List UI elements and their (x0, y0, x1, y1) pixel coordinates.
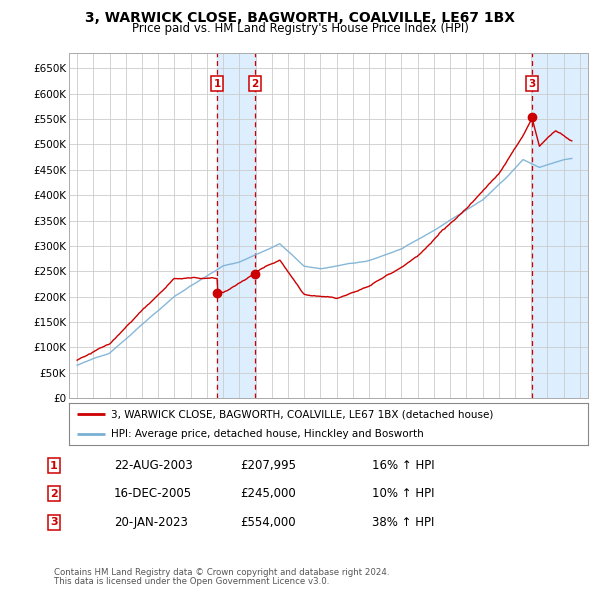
Text: 3: 3 (50, 517, 58, 527)
Text: £245,000: £245,000 (240, 487, 296, 500)
Text: Contains HM Land Registry data © Crown copyright and database right 2024.: Contains HM Land Registry data © Crown c… (54, 568, 389, 577)
Bar (532, 53, 600, 398)
Text: 16-DEC-2005: 16-DEC-2005 (114, 487, 192, 500)
Text: 2: 2 (251, 78, 259, 88)
Text: 22-AUG-2003: 22-AUG-2003 (114, 459, 193, 472)
Text: 3: 3 (529, 78, 536, 88)
Text: 10% ↑ HPI: 10% ↑ HPI (372, 487, 434, 500)
Text: This data is licensed under the Open Government Licence v3.0.: This data is licensed under the Open Gov… (54, 578, 329, 586)
Text: HPI: Average price, detached house, Hinckley and Bosworth: HPI: Average price, detached house, Hinc… (110, 429, 423, 439)
Text: 38% ↑ HPI: 38% ↑ HPI (372, 516, 434, 529)
Text: Price paid vs. HM Land Registry's House Price Index (HPI): Price paid vs. HM Land Registry's House … (131, 22, 469, 35)
Text: 3, WARWICK CLOSE, BAGWORTH, COALVILLE, LE67 1BX: 3, WARWICK CLOSE, BAGWORTH, COALVILLE, L… (85, 11, 515, 25)
Text: 3, WARWICK CLOSE, BAGWORTH, COALVILLE, LE67 1BX (detached house): 3, WARWICK CLOSE, BAGWORTH, COALVILLE, L… (110, 409, 493, 419)
Text: £207,995: £207,995 (240, 459, 296, 472)
Text: 1: 1 (50, 461, 58, 470)
Text: £554,000: £554,000 (240, 516, 296, 529)
Text: 1: 1 (214, 78, 221, 88)
Text: 16% ↑ HPI: 16% ↑ HPI (372, 459, 434, 472)
Text: 2: 2 (50, 489, 58, 499)
Text: 20-JAN-2023: 20-JAN-2023 (114, 516, 188, 529)
Bar (217, 53, 255, 398)
